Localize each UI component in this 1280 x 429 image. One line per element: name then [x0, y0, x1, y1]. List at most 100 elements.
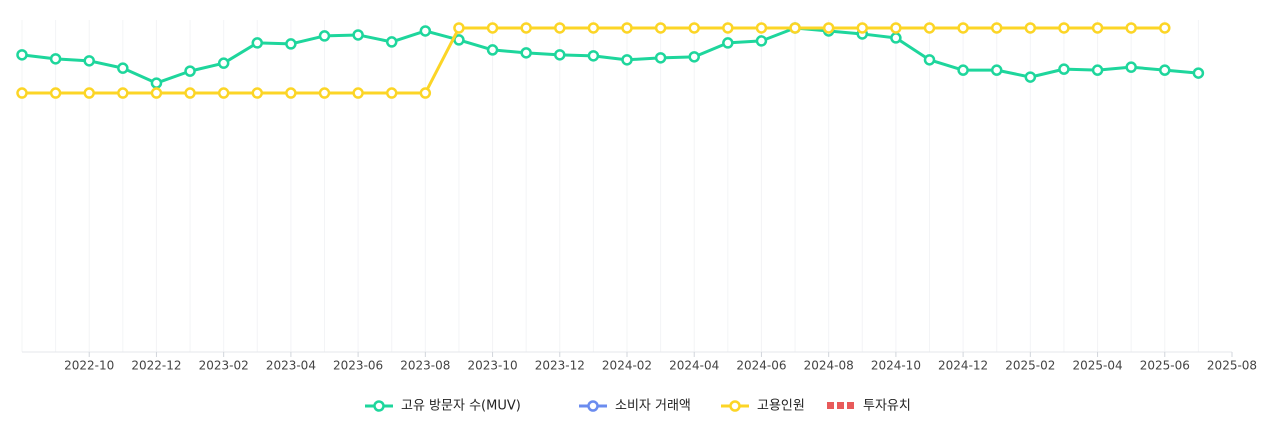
- data-point: [722, 37, 734, 49]
- data-point: [352, 87, 364, 99]
- data-point: [184, 87, 196, 99]
- x-tick-label: 2022-12: [131, 359, 181, 373]
- x-tick-label: 2023-02: [199, 359, 249, 373]
- data-point: [520, 47, 532, 59]
- data-point: [16, 49, 28, 61]
- x-tick-label: 2023-12: [535, 359, 585, 373]
- data-point: [587, 22, 600, 34]
- data-point: [1024, 71, 1037, 83]
- x-tick-label: 2025-08: [1207, 359, 1257, 373]
- data-point: [587, 50, 600, 62]
- x-tick-label: 2024-02: [602, 359, 652, 373]
- data-point: [285, 38, 297, 50]
- data-point: [419, 25, 432, 37]
- data-point: [318, 87, 331, 99]
- data-point: [688, 51, 700, 63]
- data-point: [419, 87, 432, 99]
- data-point: [453, 22, 465, 34]
- data-point: [217, 87, 230, 99]
- data-point: [150, 87, 163, 99]
- legend-symbol: [847, 402, 854, 409]
- data-point: [923, 54, 936, 66]
- data-point: [117, 62, 129, 74]
- data-point: [722, 22, 734, 34]
- data-point: [49, 87, 62, 99]
- data-point: [1091, 22, 1104, 34]
- data-point: [217, 57, 230, 69]
- data-point: [621, 54, 633, 66]
- legend-item: 투자유치: [827, 399, 911, 414]
- x-tick-label: 2023-10: [467, 359, 517, 373]
- data-point: [890, 32, 902, 44]
- data-point: [150, 77, 163, 89]
- data-point: [621, 22, 633, 34]
- data-point: [1159, 22, 1171, 34]
- data-point: [1125, 61, 1137, 73]
- data-point: [1159, 64, 1171, 76]
- legend-label: 고유 방문자 수(MUV): [401, 399, 521, 414]
- x-tick-label: 2024-12: [938, 359, 988, 373]
- data-point: [520, 22, 532, 34]
- data-point: [318, 30, 331, 42]
- legend-symbol: [827, 402, 834, 409]
- data-point: [117, 87, 129, 99]
- data-point: [990, 22, 1003, 34]
- series: [16, 22, 1171, 99]
- data-point: [1058, 63, 1070, 75]
- data-point: [486, 22, 499, 34]
- x-tick-label: 2025-06: [1140, 359, 1190, 373]
- data-point: [554, 22, 566, 34]
- data-point: [16, 87, 28, 99]
- series: [16, 22, 1205, 89]
- x-tick-label: 2022-10: [64, 359, 114, 373]
- x-tick-label: 2024-04: [669, 359, 719, 373]
- data-point: [83, 87, 95, 99]
- x-tick-label: 2024-08: [804, 359, 854, 373]
- data-point: [49, 53, 62, 65]
- data-point: [486, 44, 499, 56]
- data-point: [83, 55, 95, 67]
- data-point: [385, 36, 398, 48]
- legend-label: 소비자 거래액: [615, 399, 691, 414]
- x-tick-label: 2025-04: [1072, 359, 1122, 373]
- x-tick-label: 2023-04: [266, 359, 316, 373]
- data-point: [688, 22, 700, 34]
- data-point: [1058, 22, 1070, 34]
- data-point: [251, 37, 264, 49]
- data-point: [654, 52, 667, 64]
- data-point: [1125, 22, 1137, 34]
- data-point: [654, 22, 667, 34]
- data-point: [957, 64, 969, 76]
- x-tick-label: 2023-06: [333, 359, 383, 373]
- x-tick-label: 2023-08: [400, 359, 450, 373]
- legend-symbol: [837, 402, 844, 409]
- data-point: [352, 29, 364, 41]
- data-point: [251, 87, 264, 99]
- data-point: [789, 22, 801, 34]
- x-tick-label: 2025-02: [1005, 359, 1055, 373]
- data-point: [822, 22, 835, 34]
- data-point: [990, 64, 1003, 76]
- data-point: [755, 35, 768, 47]
- legend-label: 고용인원: [757, 399, 805, 414]
- data-point: [385, 87, 398, 99]
- legend-item: 고유 방문자 수(MUV): [365, 399, 521, 414]
- x-tick-label: 2024-10: [871, 359, 921, 373]
- legend-item: 소비자 거래액: [579, 399, 691, 414]
- series-line: [21, 26, 1199, 85]
- x-tick-label: 2024-06: [736, 359, 786, 373]
- legend-symbol: [373, 400, 385, 412]
- data-point: [1091, 64, 1104, 76]
- data-point: [890, 22, 902, 34]
- data-point: [923, 22, 936, 34]
- data-point: [957, 22, 969, 34]
- legend-symbol: [729, 400, 741, 412]
- data-point: [184, 65, 196, 77]
- data-point: [1192, 67, 1205, 79]
- data-point: [856, 22, 869, 34]
- legend-item: 고용인원: [721, 399, 805, 414]
- data-point: [1024, 22, 1037, 34]
- data-point: [285, 87, 297, 99]
- data-point: [554, 49, 566, 61]
